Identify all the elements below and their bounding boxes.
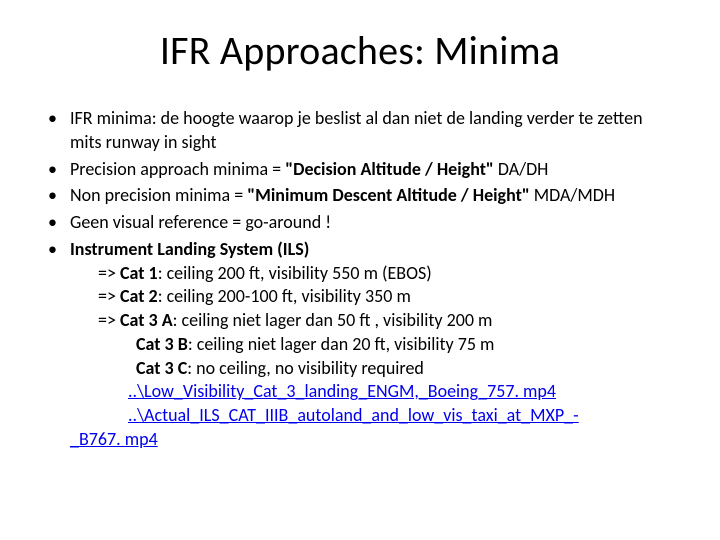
list-item: Instrument Landing System (ILS) => Cat 1… <box>42 238 678 452</box>
sub-line: Cat 3 B: ceiling niet lager dan 20 ft, v… <box>70 333 678 357</box>
bold-text: "Minimum Descent Altitude / Height" <box>247 184 529 206</box>
bold-text: Cat 3 A <box>120 309 173 331</box>
list-item: IFR minima: de hoogte waarop je beslist … <box>42 107 678 155</box>
bullet-text: DA/DH <box>494 158 549 180</box>
sub-text: : no ceiling, no visibility required <box>187 357 424 379</box>
bullet-text: Precision approach minima = <box>70 158 285 180</box>
file-link[interactable]: ..\Low_Visibility_Cat_3_landing_ENGM,_Bo… <box>128 380 556 402</box>
bullet-text: IFR minima: de hoogte waarop je beslist … <box>70 107 643 153</box>
sub-text: => <box>98 309 120 331</box>
bullet-list: IFR minima: de hoogte waarop je beslist … <box>42 107 678 452</box>
bullet-text: Geen visual reference = go-around ! <box>70 211 331 233</box>
slide: IFR Approaches: Minima IFR minima: de ho… <box>0 0 720 540</box>
sub-text: : ceiling 200 ft, visibility 550 m (EBOS… <box>158 262 432 284</box>
sub-text: => <box>98 262 120 284</box>
bold-text: Cat 1 <box>120 262 158 284</box>
bold-text: "Decision Altitude / Height" <box>285 158 494 180</box>
bold-text: Cat 2 <box>120 285 158 307</box>
file-link[interactable]: ..\Actual_ILS_CAT_IIIB_autoland_and_low_… <box>128 404 579 426</box>
page-title: IFR Approaches: Minima <box>42 26 678 75</box>
sub-text: : ceiling niet lager dan 20 ft, visibili… <box>188 333 495 355</box>
bullet-text: Non precision minima = <box>70 184 247 206</box>
link-line: ..\Low_Visibility_Cat_3_landing_ENGM,_Bo… <box>70 380 678 404</box>
file-link[interactable]: _B767. mp4 <box>70 428 158 450</box>
list-item: Precision approach minima = "Decision Al… <box>42 158 678 182</box>
sub-line: => Cat 3 A: ceiling niet lager dan 50 ft… <box>70 309 678 333</box>
bold-text: Cat 3 C <box>136 357 187 379</box>
list-item: Non precision minima = "Minimum Descent … <box>42 184 678 208</box>
bold-text: Instrument Landing System (ILS) <box>70 238 309 260</box>
list-item: Geen visual reference = go-around ! <box>42 211 678 235</box>
sub-line: => Cat 1: ceiling 200 ft, visibility 550… <box>70 262 678 286</box>
link-line: ..\Actual_ILS_CAT_IIIB_autoland_and_low_… <box>70 404 678 428</box>
sub-text: : ceiling niet lager dan 50 ft , visibil… <box>173 309 493 331</box>
bullet-text: MDA/MDH <box>530 184 615 206</box>
sub-text: : ceiling 200-100 ft, visibility 350 m <box>158 285 411 307</box>
sub-line: => Cat 2: ceiling 200-100 ft, visibility… <box>70 285 678 309</box>
sub-line: Cat 3 C: no ceiling, no visibility requi… <box>70 357 678 381</box>
sub-text: => <box>98 285 120 307</box>
bold-text: Cat 3 B <box>136 333 188 355</box>
